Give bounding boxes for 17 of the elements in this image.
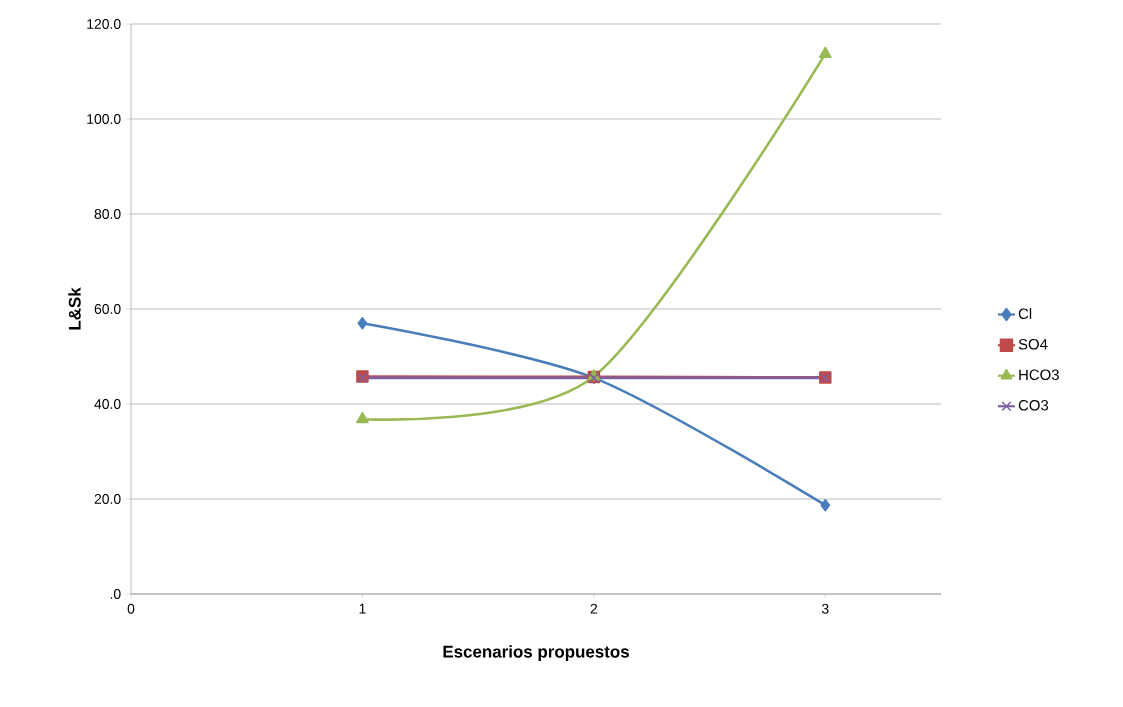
y-tick-label: 40.0 — [94, 399, 121, 409]
y-tick-label: .0 — [110, 589, 121, 599]
x-tick-label: 1 — [359, 603, 366, 614]
y-axis-title: L&Sk — [68, 287, 81, 330]
legend-label: HCO3 — [1019, 369, 1059, 381]
legend-label: SO4 — [1018, 338, 1048, 350]
x-axis-title: Escenarios propuestos — [443, 645, 629, 662]
x-tick-label: 3 — [821, 603, 829, 614]
y-tick-label: 100.0 — [87, 114, 121, 124]
legend-label: CO3 — [1018, 399, 1049, 411]
y-tick-label: 120.0 — [87, 19, 121, 29]
y-tick-label: 20.0 — [94, 494, 121, 504]
x-tick-label: 0 — [127, 603, 135, 614]
legend-label: Cl — [1018, 308, 1032, 320]
y-tick-label: 80.0 — [94, 209, 121, 219]
x-tick-label: 2 — [590, 603, 598, 614]
y-tick-label: 60.0 — [94, 304, 121, 314]
